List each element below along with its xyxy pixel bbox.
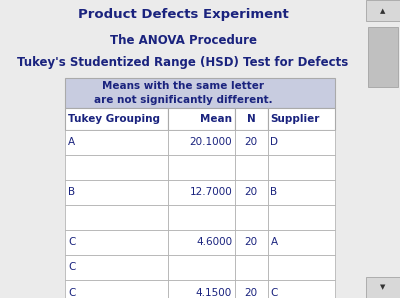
Bar: [168, 205, 235, 230]
Text: Tukey's Studentized Range (HSD) Test for Defects: Tukey's Studentized Range (HSD) Test for…: [17, 56, 349, 69]
Bar: [366, 277, 400, 298]
Text: 12.7000: 12.7000: [190, 187, 232, 198]
Text: 20.1000: 20.1000: [190, 137, 232, 148]
Text: Supplier: Supplier: [270, 114, 320, 124]
Text: ▼: ▼: [380, 284, 386, 290]
Text: 20: 20: [245, 288, 258, 297]
Text: B: B: [68, 187, 75, 198]
Text: 20: 20: [245, 187, 258, 198]
Bar: [368, 27, 398, 87]
Text: Mean: Mean: [200, 114, 232, 124]
Bar: [168, 180, 235, 205]
Text: 20: 20: [245, 137, 258, 148]
Text: C: C: [68, 263, 75, 272]
Text: D: D: [270, 137, 278, 148]
Bar: [235, 255, 268, 280]
Text: N: N: [247, 114, 256, 124]
Text: Tukey Grouping: Tukey Grouping: [68, 114, 160, 124]
Bar: [268, 180, 335, 205]
Text: Means with the same letter
are not significantly different.: Means with the same letter are not signi…: [94, 81, 272, 105]
Bar: [235, 180, 268, 205]
Bar: [235, 155, 268, 180]
Bar: [65, 230, 168, 255]
Bar: [268, 155, 335, 180]
Bar: [268, 108, 335, 130]
Text: A: A: [270, 238, 278, 248]
Bar: [235, 205, 268, 230]
Bar: [65, 130, 168, 155]
Text: C: C: [68, 288, 75, 297]
Text: 20: 20: [245, 238, 258, 248]
Bar: [168, 155, 235, 180]
Bar: [268, 130, 335, 155]
Bar: [366, 0, 400, 21]
Bar: [268, 205, 335, 230]
Bar: [168, 255, 235, 280]
Text: ▲: ▲: [380, 8, 386, 14]
Bar: [168, 280, 235, 298]
Bar: [235, 280, 268, 298]
Bar: [65, 255, 168, 280]
Text: 4.1500: 4.1500: [196, 288, 232, 297]
Text: Product Defects Experiment: Product Defects Experiment: [78, 8, 288, 21]
Text: C: C: [68, 238, 75, 248]
Bar: [65, 155, 168, 180]
Bar: [65, 280, 168, 298]
Bar: [235, 230, 268, 255]
Bar: [235, 108, 268, 130]
Bar: [65, 78, 335, 108]
Bar: [168, 130, 235, 155]
Text: B: B: [270, 187, 278, 198]
Text: 4.6000: 4.6000: [196, 238, 232, 248]
Text: C: C: [270, 288, 278, 297]
Bar: [168, 108, 235, 130]
Text: A: A: [68, 137, 75, 148]
Bar: [268, 280, 335, 298]
Bar: [168, 230, 235, 255]
Bar: [268, 255, 335, 280]
Bar: [65, 205, 168, 230]
Bar: [268, 230, 335, 255]
Bar: [65, 108, 168, 130]
Text: The ANOVA Procedure: The ANOVA Procedure: [110, 34, 256, 47]
Bar: [235, 130, 268, 155]
Bar: [65, 180, 168, 205]
